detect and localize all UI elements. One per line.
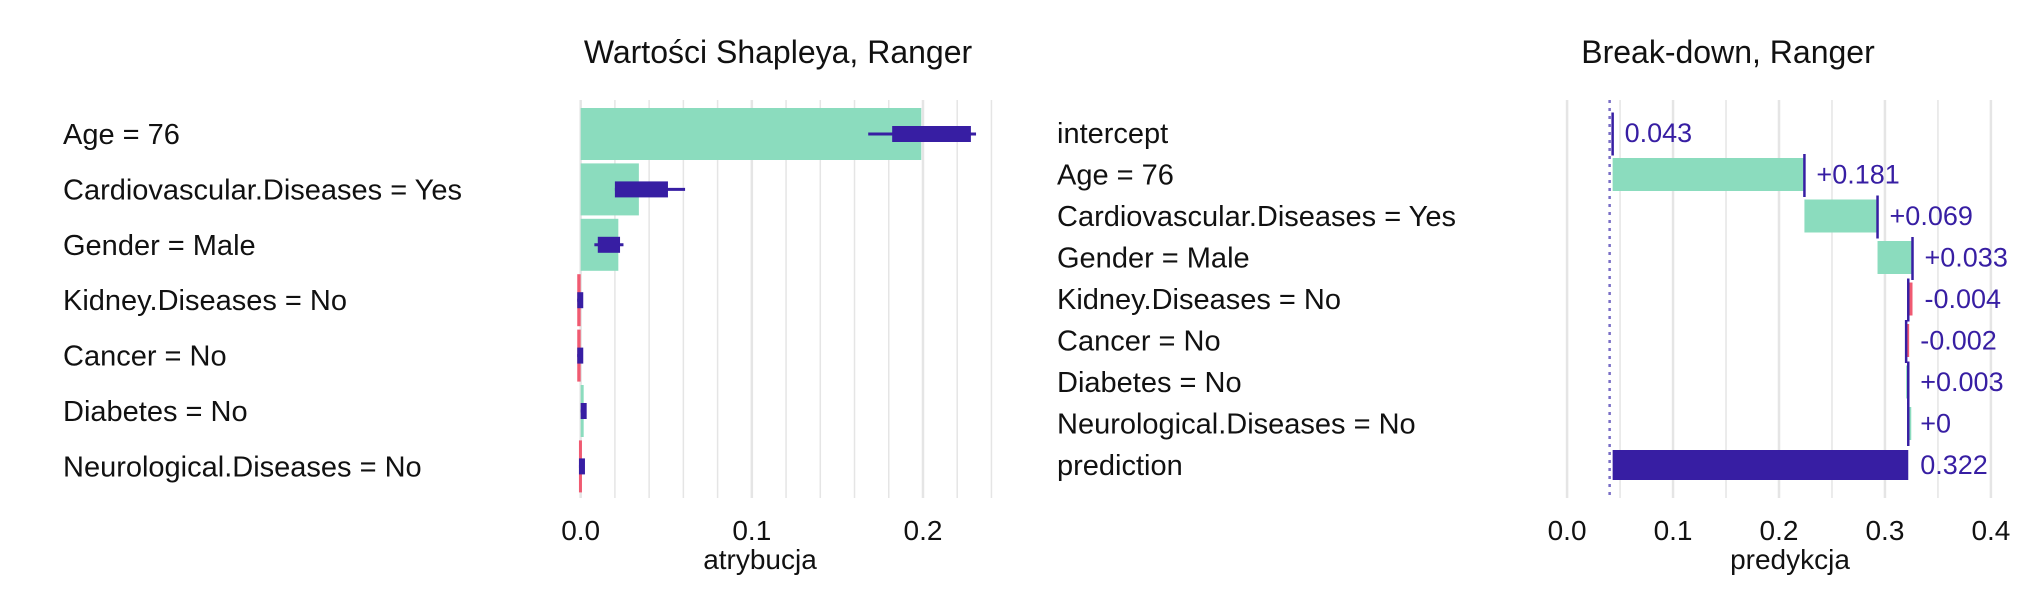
- breakdown-bar: [1906, 324, 1910, 357]
- feature-label: Cancer = No: [1057, 326, 1221, 358]
- shapley-x-axis-label: atrybucja: [703, 544, 817, 575]
- shapley-title: Wartości Shapleya, Ranger: [584, 34, 973, 70]
- breakdown-bar: [1877, 241, 1913, 274]
- breakdown-value-label: +0.069: [1890, 201, 1973, 231]
- breakdown-value-label: +0.181: [1816, 160, 1899, 190]
- shapley-box: [577, 347, 584, 364]
- x-tick-label: 0.3: [1865, 515, 1904, 546]
- feature-label: Kidney.Diseases = No: [63, 285, 347, 317]
- breakdown-value-label: +0.033: [1925, 243, 2008, 273]
- breakdown-x-axis-label: predykcja: [1730, 544, 1850, 575]
- breakdown-bar: [1908, 407, 1912, 440]
- feature-label: Diabetes = No: [63, 396, 248, 428]
- feature-label: Diabetes = No: [1057, 367, 1242, 399]
- x-tick-label: 0.4: [1971, 515, 2010, 546]
- breakdown-value-label: +0.003: [1920, 367, 2003, 397]
- feature-label: Neurological.Diseases = No: [1057, 409, 1416, 441]
- x-tick-label: 0.2: [1760, 515, 1799, 546]
- breakdown-value-label: 0.322: [1920, 450, 1988, 480]
- x-tick-label: 0.0: [561, 515, 600, 546]
- shapley-x-tick-labels: 0.0 0.1 0.2: [561, 515, 942, 546]
- shapley-gridlines: [579, 100, 993, 498]
- shapley-box: [578, 458, 585, 475]
- breakdown-bar: [1612, 450, 1909, 480]
- breakdown-value-label: -0.002: [1920, 326, 1997, 356]
- breakdown-bars: [1608, 100, 1914, 498]
- shapley-bars: [577, 108, 922, 493]
- feature-label: Age = 76: [63, 119, 180, 151]
- breakdown-feature-labels: intercept Age = 76 Cardiovascular.Diseases…: [1057, 118, 1456, 482]
- shapley-feature-labels: Age = 76 Cardiovascular.Diseases = Yes Gen…: [63, 119, 462, 483]
- feature-label: Gender = Male: [63, 230, 256, 262]
- x-tick-label: 0.1: [1654, 515, 1693, 546]
- breakdown-value-label: +0: [1920, 409, 1951, 439]
- feature-label: Age = 76: [1057, 160, 1174, 192]
- shapley-box: [892, 126, 971, 142]
- breakdown-panel: Break-down, Ranger 0.043 +0.181 +0.069 +0.0…: [1057, 34, 2010, 575]
- shapley-box: [614, 181, 668, 198]
- breakdown-bar: [1612, 158, 1805, 191]
- breakdown-bar: [1908, 282, 1913, 316]
- shapley-bar: [580, 108, 922, 160]
- shapley-box: [597, 236, 621, 253]
- x-tick-label: 0.2: [904, 515, 943, 546]
- shapley-box: [580, 403, 587, 419]
- feature-label: Cardiovascular.Diseases = Yes: [63, 174, 462, 206]
- breakdown-value-label: -0.004: [1925, 284, 2002, 314]
- feature-label: intercept: [1057, 118, 1168, 150]
- feature-label: Kidney.Diseases = No: [1057, 284, 1341, 316]
- shapley-boxplots: [577, 126, 977, 475]
- feature-label: Gender = Male: [1057, 243, 1250, 275]
- x-tick-label: 0.0: [1548, 515, 1587, 546]
- breakdown-value-labels: 0.043 +0.181 +0.069 +0.033 -0.004 -0.002 +0.00…: [1625, 118, 2008, 480]
- breakdown-value-label: 0.043: [1625, 118, 1693, 148]
- feature-label: Neurological.Diseases = No: [63, 451, 422, 483]
- feature-label: Cancer = No: [63, 341, 227, 373]
- x-tick-label: 0.1: [732, 515, 771, 546]
- breakdown-x-tick-labels: 0.0 0.1 0.2 0.3 0.4: [1548, 515, 2011, 546]
- breakdown-title: Break-down, Ranger: [1581, 34, 1875, 70]
- breakdown-bar: [1804, 199, 1878, 233]
- shapley-panel: Wartości Shapleya, Ranger Age = 76 Cardio…: [63, 34, 993, 575]
- shapley-box: [577, 292, 584, 309]
- feature-label: Cardiovascular.Diseases = Yes: [1057, 201, 1456, 233]
- feature-label: prediction: [1057, 450, 1183, 482]
